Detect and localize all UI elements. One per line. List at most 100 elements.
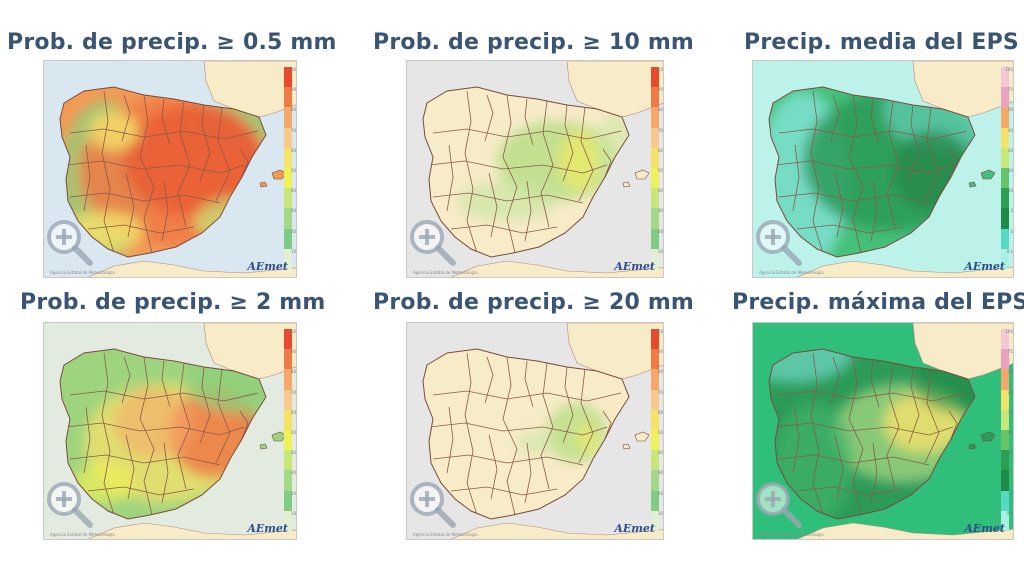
legend-swatch <box>651 87 659 108</box>
legend-ticks: 100 90 80 70 60 50 40 30 20 10 <box>288 329 296 531</box>
legend-swatch <box>1001 87 1009 108</box>
legend-swatch <box>651 510 659 531</box>
legend-tick-label: 50 <box>1007 369 1013 375</box>
map-canvas <box>44 61 296 277</box>
precip-field <box>517 403 607 463</box>
legend-swatch <box>284 430 292 451</box>
legend-tick-label: 90 <box>290 87 296 93</box>
color-legend <box>651 67 659 269</box>
zoom-in-icon[interactable] <box>407 217 459 269</box>
legend-swatch <box>651 430 659 451</box>
map-credit: Agencia Estatal de Meteorología <box>759 270 824 275</box>
precip-field <box>60 91 266 257</box>
zoom-in-icon[interactable] <box>753 479 805 531</box>
map-canvas <box>407 61 663 277</box>
coastline <box>768 348 976 520</box>
legend-tick-label: 10 <box>290 510 296 516</box>
panel-title: Precip. máxima del EPS <box>732 290 1024 315</box>
africa-land <box>87 522 296 539</box>
legend-tick-label: 20 <box>657 228 663 234</box>
forecast-map[interactable]: 100 90 80 70 60 50 40 30 20 10 AEmet Agencia Estata… <box>406 322 664 540</box>
balearic-island <box>259 181 268 188</box>
color-legend <box>1001 67 1009 269</box>
legend-swatch <box>284 369 292 390</box>
map-canvas <box>753 323 1013 539</box>
legend-ticks: 100 75 50 40 30 20 10 5 2 0.1 <box>1005 67 1013 269</box>
africa-land <box>796 522 1013 539</box>
legend-tick-label: 80 <box>657 107 663 113</box>
zoom-in-icon[interactable] <box>753 217 805 269</box>
legend-swatch <box>284 510 292 531</box>
legend-swatch <box>284 389 292 410</box>
legend-tick-label: 60 <box>657 147 663 153</box>
legend-swatch <box>1001 248 1009 269</box>
legend-swatch <box>1001 228 1009 249</box>
forecast-map[interactable]: 100 90 80 70 60 50 40 30 20 10 AEmet Agencia Estata… <box>43 60 297 278</box>
legend-swatch <box>284 450 292 471</box>
map-canvas <box>44 323 296 539</box>
forecast-map[interactable]: 100 75 50 40 30 20 10 5 2 0.1 AEmet Agencia Estatal… <box>752 60 1014 278</box>
legend-swatch <box>284 470 292 491</box>
panel-title: Precip. media del EPS <box>744 30 1019 55</box>
province-borders <box>65 352 259 516</box>
africa-land <box>450 260 663 277</box>
legend-swatch <box>651 248 659 269</box>
balearic-island <box>980 431 996 442</box>
legend-swatch <box>1001 389 1009 410</box>
legend-swatch <box>1001 329 1009 350</box>
africa-land <box>450 522 663 539</box>
legend-tick-label: 50 <box>657 168 663 173</box>
legend-swatch <box>284 329 292 350</box>
legend-tick-label: 20 <box>290 490 296 496</box>
legend-swatch <box>651 450 659 471</box>
legend-tick-label: 0.1 <box>1006 510 1013 516</box>
province-borders <box>428 90 622 254</box>
legend-swatch <box>284 208 292 229</box>
forecast-map[interactable]: 100 90 80 70 60 50 40 30 20 10 AEmet Agencia Estata… <box>43 322 297 540</box>
balearic-island <box>968 443 977 450</box>
zoom-in-icon[interactable] <box>44 479 96 531</box>
legend-tick-label: 50 <box>290 168 296 173</box>
legend-tick-label: 0.1 <box>1006 248 1013 254</box>
legend-swatch <box>651 147 659 168</box>
legend-swatch <box>284 490 292 511</box>
legend-swatch <box>1001 208 1009 229</box>
legend-swatch <box>284 67 292 88</box>
legend-tick-label: 10 <box>290 248 296 254</box>
forecast-map[interactable]: 100 90 80 70 60 50 40 30 20 10 AEmet Agencia Estata… <box>406 60 664 278</box>
legend-swatch <box>1001 107 1009 128</box>
legend-ticks: 100 75 50 40 30 20 10 5 2 0.1 <box>1005 329 1013 531</box>
color-legend <box>651 329 659 531</box>
legend-swatch <box>1001 67 1009 88</box>
legend-swatch <box>1001 470 1009 491</box>
coastline <box>768 86 976 258</box>
coastline <box>59 86 267 258</box>
legend-tick-label: 30 <box>290 208 296 214</box>
legend-tick-label: 30 <box>657 470 663 476</box>
legend-ticks: 100 90 80 70 60 50 40 30 20 10 <box>655 67 663 269</box>
province-borders <box>428 352 622 516</box>
province-borders <box>774 352 968 516</box>
legend-swatch <box>1001 127 1009 148</box>
legend-ticks: 100 90 80 70 60 50 40 30 20 10 <box>288 67 296 269</box>
legend-tick-label: 75 <box>1007 349 1013 355</box>
forecast-map[interactable]: 100 75 50 40 30 20 10 5 2 0.1 AEmet Agencia Estatal… <box>752 322 1014 540</box>
legend-tick-label: 50 <box>290 430 296 435</box>
legend-swatch <box>651 168 659 189</box>
zoom-in-icon[interactable] <box>44 217 96 269</box>
legend-tick-label: 30 <box>1007 147 1013 153</box>
legend-tick-label: 100 <box>1005 67 1013 72</box>
aemet-logo: AEmet <box>247 522 288 535</box>
africa-land <box>87 260 296 277</box>
zoom-in-icon[interactable] <box>407 479 459 531</box>
legend-swatch <box>1001 147 1009 168</box>
legend-tick-label: 60 <box>290 147 296 153</box>
legend-swatch <box>1001 188 1009 209</box>
legend-tick-label: 80 <box>290 107 296 113</box>
legend-swatch <box>651 369 659 390</box>
legend-swatch <box>651 329 659 350</box>
africa-land <box>796 260 1013 277</box>
legend-swatch <box>1001 510 1009 531</box>
legend-swatch <box>651 208 659 229</box>
legend-tick-label: 30 <box>1007 409 1013 415</box>
